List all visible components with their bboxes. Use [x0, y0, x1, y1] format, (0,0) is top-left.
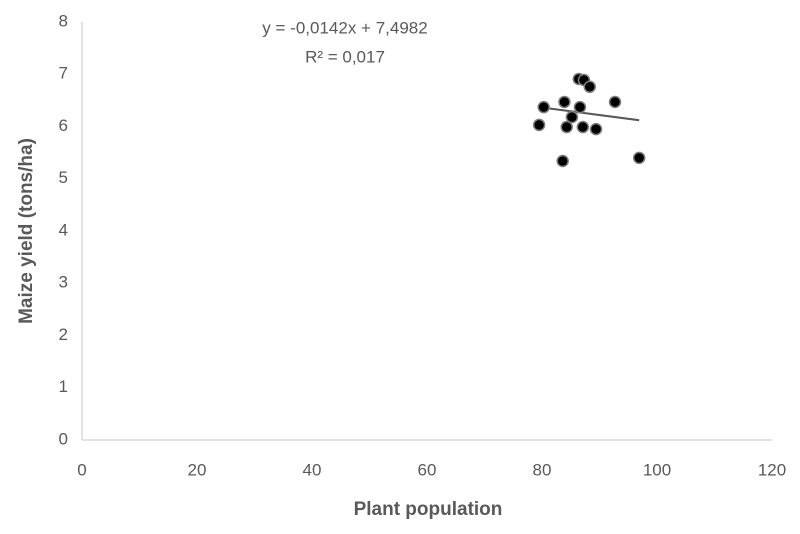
r-squared-annotation: R² = 0,017 [305, 47, 385, 66]
data-point [573, 100, 587, 114]
x-tick-label: 60 [418, 460, 437, 479]
data-point [560, 120, 573, 134]
y-tick-label: 1 [59, 377, 68, 396]
y-tick-label: 8 [59, 11, 68, 30]
data-point [558, 95, 571, 109]
data-point [632, 151, 646, 165]
x-tick-label: 40 [303, 460, 322, 479]
data-point [565, 110, 579, 124]
y-tick-label: 7 [59, 64, 68, 83]
x-tick-label: 0 [77, 460, 86, 479]
x-tick-label: 20 [188, 460, 207, 479]
data-point [532, 118, 546, 132]
data-point [608, 95, 622, 109]
equation-annotation: y = -0,0142x + 7,4982 [262, 18, 427, 37]
x-axis-label: Plant population [354, 499, 503, 520]
x-tick-label: 80 [533, 460, 552, 479]
y-tick-label: 2 [59, 325, 68, 344]
x-tick-label: 100 [643, 460, 671, 479]
y-tick-label: 4 [59, 220, 68, 239]
trendline [538, 106, 640, 122]
x-tick-label: 120 [758, 460, 786, 479]
y-tick-label: 5 [59, 168, 68, 187]
y-tick-label: 0 [59, 429, 68, 448]
data-point [583, 80, 596, 94]
data-point [556, 154, 569, 168]
y-tick-label: 6 [59, 116, 68, 135]
data-point [576, 120, 590, 134]
data-point [537, 100, 550, 114]
data-point [589, 122, 603, 136]
y-axis-label: Maize yield (tons/ha) [16, 138, 37, 324]
y-tick-label: 3 [59, 273, 68, 292]
